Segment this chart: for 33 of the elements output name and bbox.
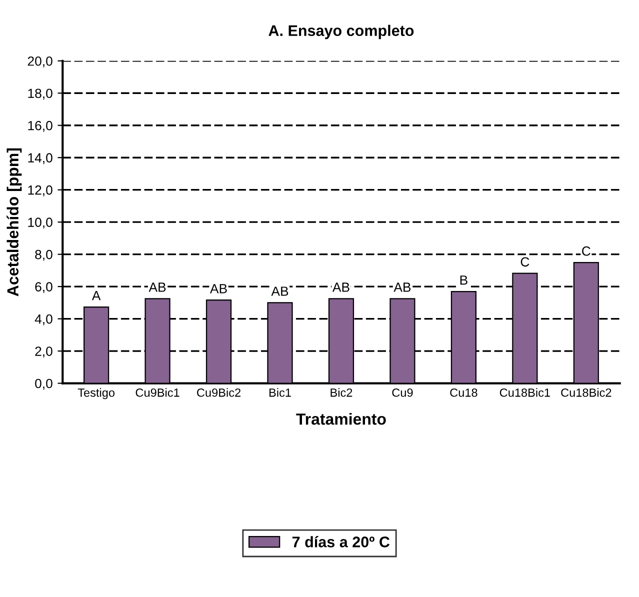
annotation: C bbox=[582, 246, 590, 256]
x-tick-label: Cu18Bic1 bbox=[500, 388, 550, 397]
x-tick-label: Bic2 bbox=[330, 388, 352, 397]
y-tick-label: 6,0 bbox=[35, 282, 52, 294]
y-tick-label: 16,0 bbox=[28, 120, 52, 132]
annotation: A bbox=[92, 291, 101, 300]
x-tick-label: Cu18 bbox=[450, 388, 478, 397]
y-tick-label: 4,0 bbox=[34, 314, 52, 326]
legend-label: 7 días a 20º C bbox=[292, 536, 390, 548]
y-axis-title: Acetaldehído [ppm] bbox=[6, 148, 22, 296]
y-tick-label: 20,0 bbox=[28, 56, 52, 68]
x-tick-label: Cu9Bic1 bbox=[136, 388, 180, 397]
annotation: B bbox=[460, 276, 468, 285]
chart-title: A. Ensayo completo bbox=[268, 24, 414, 40]
x-tick-label: Bic1 bbox=[269, 388, 291, 397]
x-axis-title: Tratamiento bbox=[296, 413, 386, 425]
x-tick-label: Cu18Bic2 bbox=[561, 388, 612, 397]
annotation: AB bbox=[394, 282, 411, 292]
y-tick-label: 14,0 bbox=[28, 153, 52, 164]
x-tick-label: Cu9 bbox=[392, 388, 413, 397]
x-tick-label: Cu9Bic2 bbox=[197, 388, 240, 397]
annotation: C bbox=[520, 257, 530, 267]
y-tick-label: 0,0 bbox=[35, 378, 52, 390]
annotation: AB bbox=[271, 286, 288, 296]
y-tick-label: 12,0 bbox=[28, 185, 52, 196]
annotation: AB bbox=[210, 284, 227, 294]
y-tick-label: 18,0 bbox=[28, 88, 52, 100]
x-tick-label: Testigo bbox=[78, 388, 115, 400]
y-tick-label: 10,0 bbox=[28, 218, 52, 229]
annotation: AB bbox=[332, 282, 350, 292]
y-tick-label: 2,0 bbox=[35, 346, 52, 358]
annotation: AB bbox=[148, 282, 166, 292]
y-tick-label: 8,0 bbox=[35, 250, 52, 261]
